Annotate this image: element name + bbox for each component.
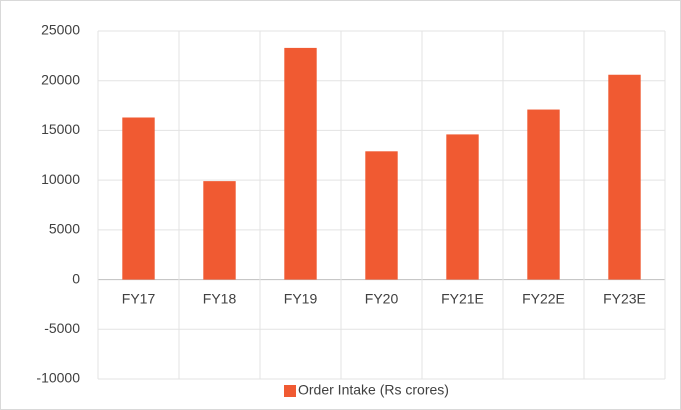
legend-label: Order Intake (Rs crores) <box>298 382 449 398</box>
x-tick-label: FY19 <box>284 290 318 306</box>
x-tick-label: FY23E <box>603 290 646 306</box>
bar <box>527 109 560 280</box>
bar <box>365 151 398 280</box>
y-tick-label: 15000 <box>41 121 80 137</box>
x-tick-label: FY18 <box>203 290 237 306</box>
bar <box>608 74 641 280</box>
y-tick-label: 20000 <box>41 71 80 87</box>
bar <box>203 181 236 280</box>
bar <box>122 117 155 280</box>
y-tick-label: -5000 <box>44 320 80 336</box>
x-tick-label: FY21E <box>441 290 484 306</box>
y-tick-label: 10000 <box>41 171 80 187</box>
bar <box>446 134 479 280</box>
x-tick-label: FY22E <box>522 290 565 306</box>
x-tick-label: FY20 <box>365 290 399 306</box>
x-tick-label: FY17 <box>122 290 156 306</box>
y-tick-label: 0 <box>72 270 80 286</box>
y-tick-label: 25000 <box>41 22 80 38</box>
y-tick-label: -10000 <box>36 370 80 386</box>
y-tick-label: 5000 <box>49 221 80 237</box>
bar <box>284 47 317 280</box>
legend-swatch <box>284 385 296 397</box>
